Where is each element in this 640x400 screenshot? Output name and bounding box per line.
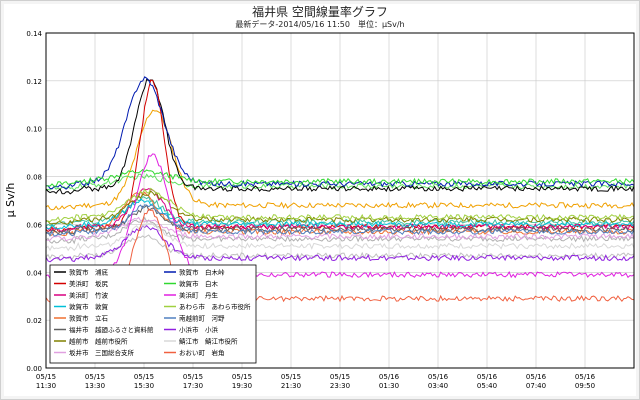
x-tick-date: 05/16 — [575, 373, 596, 381]
x-tick-date: 05/15 — [85, 373, 105, 381]
legend-entry: 南越前町 河野 — [179, 314, 225, 323]
x-tick-date: 05/16 — [477, 373, 498, 381]
x-tick-time: 15:30 — [134, 382, 154, 390]
legend-entry: 美浜町 坂尻 — [69, 279, 109, 288]
x-tick-time: 07:40 — [526, 382, 546, 390]
y-tick-label: 0.12 — [26, 78, 42, 86]
series-line — [45, 198, 635, 230]
x-tick-time: 09:50 — [575, 382, 595, 390]
x-tick-date: 05/15 — [183, 373, 203, 381]
x-tick-time: 21:30 — [281, 382, 301, 390]
x-tick-date: 05/16 — [526, 373, 547, 381]
legend-entry: 敦賀市 白木 — [179, 279, 219, 288]
y-tick-label: 0.02 — [26, 317, 42, 325]
chart-title: 福井県 空間線量率グラフ — [252, 5, 388, 19]
legend-entry: おおい町 岩角 — [179, 348, 225, 357]
chart-subtitle: 最新データ-2014/05/16 11:50 単位：μSv/h — [235, 20, 405, 29]
series-line — [45, 221, 635, 252]
x-tick-time: 05:40 — [477, 382, 497, 390]
series-line — [45, 168, 635, 187]
legend-entry: 敦賀市 敦賀 — [69, 302, 109, 311]
series-line — [45, 204, 635, 237]
y-tick-label: 0.04 — [26, 269, 42, 277]
legend-entry: 福井市 越廼ふるさと資料館 — [69, 325, 154, 334]
legend-entry: 小浜市 小浜 — [179, 325, 219, 334]
series-lines — [45, 76, 635, 304]
y-tick-label: 0.06 — [26, 221, 42, 229]
plot-area-border — [45, 32, 635, 369]
y-tick-label: 0.08 — [26, 174, 42, 182]
series-line — [45, 216, 635, 242]
legend-entry: 越前市 越前市役所 — [69, 337, 128, 346]
x-axis: 05/1511:3005/1513:3005/1515:3005/1517:30… — [36, 373, 596, 390]
x-tick-date: 05/15 — [232, 373, 252, 381]
legend-entry: 美浜町 丹生 — [179, 291, 219, 300]
y-axis-label: μ Sv/h — [4, 183, 17, 218]
x-tick-time: 23:30 — [330, 382, 350, 390]
legend-entry: 敦賀市 白木峠 — [179, 268, 225, 277]
legend-entry: 美浜町 竹波 — [69, 291, 109, 300]
y-tick-label: 0.00 — [26, 365, 42, 373]
series-line — [45, 208, 635, 304]
x-tick-date: 05/15 — [134, 373, 154, 381]
legend-entry: あわら市 あわら市役所 — [179, 302, 251, 311]
legend-box — [49, 264, 257, 364]
x-tick-time: 17:30 — [183, 382, 203, 390]
x-tick-time: 19:30 — [232, 382, 252, 390]
series-line — [45, 187, 635, 223]
x-tick-date: 05/15 — [281, 373, 301, 381]
x-tick-time: 03:40 — [428, 382, 448, 390]
series-line — [45, 153, 635, 280]
x-tick-date: 05/16 — [379, 373, 400, 381]
y-tick-label: 0.14 — [26, 30, 42, 38]
x-tick-time: 01:30 — [379, 382, 399, 390]
x-tick-time: 13:30 — [85, 382, 105, 390]
x-tick-date: 05/15 — [36, 373, 56, 381]
x-tick-date: 05/15 — [330, 373, 350, 381]
y-axis: 0.00 0.02 0.04 0.06 0.08 0.10 0.12 0.14 — [26, 30, 42, 373]
x-tick-time: 11:30 — [36, 382, 56, 390]
series-line — [45, 216, 635, 245]
series-line — [45, 190, 635, 225]
legend-entry: 鯖江市 鯖江市役所 — [179, 337, 238, 346]
series-line — [45, 195, 635, 228]
y-tick-label: 0.10 — [26, 126, 42, 134]
legend-entry: 敦賀市 立石 — [69, 314, 109, 323]
legend-entry: 敦賀市 浦底 — [69, 268, 109, 277]
series-line — [46, 76, 635, 190]
series-line — [45, 188, 635, 232]
legend-entry: 坂井市 三国総合支所 — [69, 348, 135, 357]
series-line — [45, 234, 635, 260]
series-line — [45, 109, 635, 211]
x-tick-date: 05/16 — [428, 373, 449, 381]
series-line — [45, 78, 635, 195]
